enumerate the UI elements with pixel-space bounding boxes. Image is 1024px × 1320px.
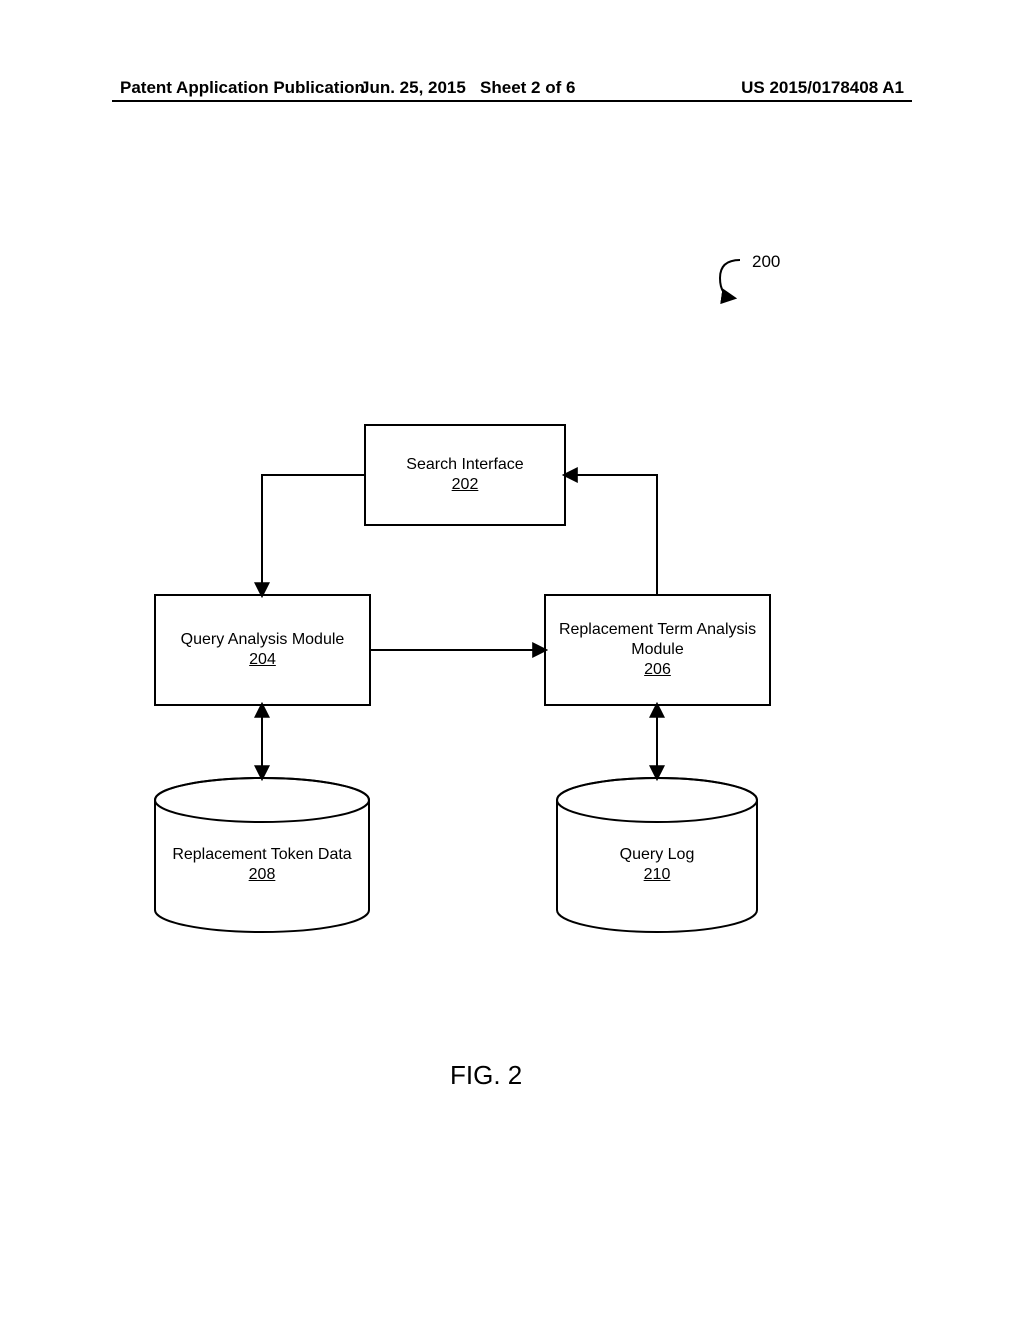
edge-replacement-to-search bbox=[565, 475, 657, 595]
text-query-log-ref: 210 bbox=[644, 865, 671, 885]
text-replacement-term-ref: 206 bbox=[644, 660, 671, 680]
text-token-data-ref: 208 bbox=[249, 865, 276, 885]
text-replacement-term-line2: Module bbox=[631, 640, 683, 660]
edge-search-to-query bbox=[262, 475, 365, 595]
system-ref-hook bbox=[720, 260, 740, 298]
text-replacement-term-line1: Replacement Term Analysis bbox=[559, 620, 756, 640]
text-search-interface-title: Search Interface bbox=[406, 455, 523, 475]
text-token-data-title: Replacement Token Data bbox=[172, 845, 351, 865]
label-token-data: Replacement Token Data 208 bbox=[155, 820, 369, 910]
text-query-log-title: Query Log bbox=[620, 845, 695, 865]
label-search-interface: Search Interface 202 bbox=[365, 425, 565, 525]
system-ref-label: 200 bbox=[752, 252, 780, 272]
text-query-analysis-title: Query Analysis Module bbox=[181, 630, 345, 650]
label-query-analysis: Query Analysis Module 204 bbox=[155, 595, 370, 705]
label-replacement-term: Replacement Term Analysis Module 206 bbox=[545, 595, 770, 705]
figure-caption: FIG. 2 bbox=[450, 1060, 522, 1091]
diagram-svg: Search Interface 202 Query Analysis Modu… bbox=[0, 0, 1024, 1320]
text-search-interface-ref: 202 bbox=[452, 475, 479, 495]
page: Patent Application Publication Jun. 25, … bbox=[0, 0, 1024, 1320]
text-query-analysis-ref: 204 bbox=[249, 650, 276, 670]
label-query-log: Query Log 210 bbox=[557, 820, 757, 910]
